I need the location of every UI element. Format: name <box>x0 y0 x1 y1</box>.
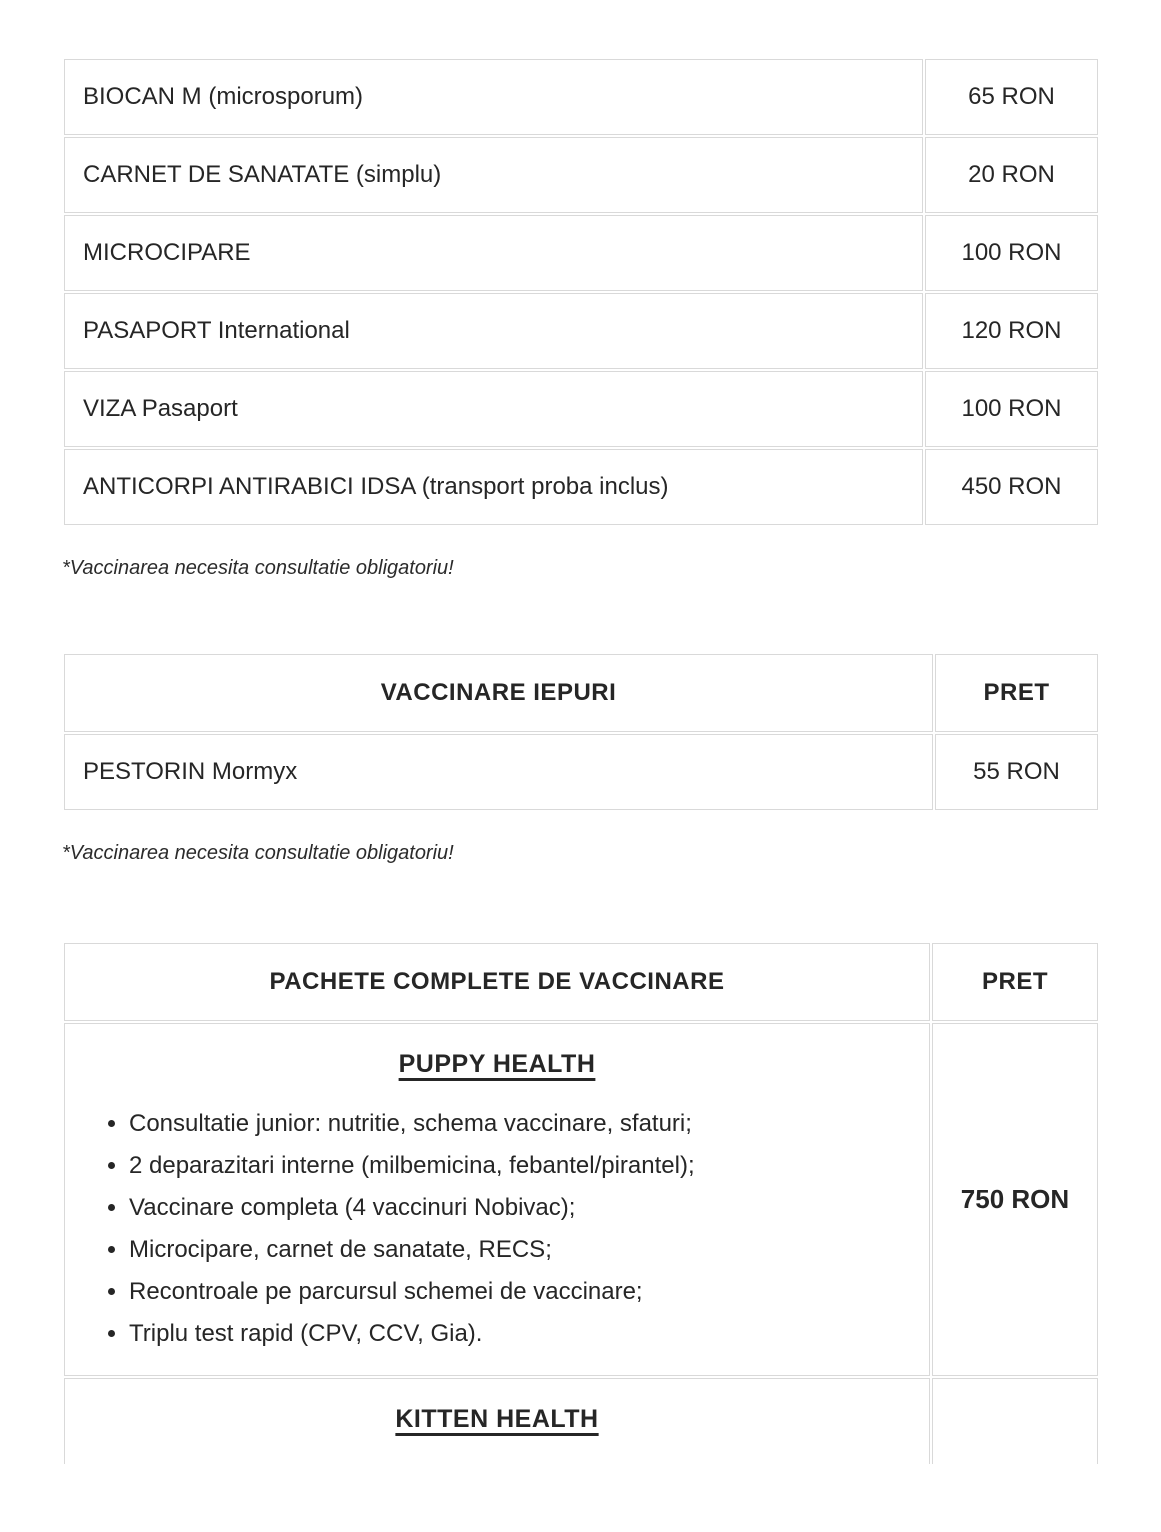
list-item: Vaccinare completa (4 vaccinuri Nobivac)… <box>129 1187 909 1229</box>
service-name: ANTICORPI ANTIRABICI IDSA (transport pro… <box>64 449 923 525</box>
price-column-header: PRET <box>935 654 1098 732</box>
vaccination-note: *Vaccinarea necesita consultatie obligat… <box>62 842 454 864</box>
table-header-row: VACCINARE IEPURI PRET <box>64 654 1098 732</box>
kitten-health-title: KITTEN HEALTH <box>395 1405 599 1433</box>
table-row: PESTORIN Mormyx 55 RON <box>64 734 1098 810</box>
list-item: 2 deparazitari interne (milbemicina, feb… <box>129 1145 909 1187</box>
service-price: 55 RON <box>935 734 1098 810</box>
service-price: 65 RON <box>925 59 1098 135</box>
service-price: 100 RON <box>925 215 1098 291</box>
kitten-health-package: KITTEN HEALTH <box>64 1378 930 1464</box>
service-name: PESTORIN Mormyx <box>64 734 933 810</box>
service-name: PASAPORT International <box>64 293 923 369</box>
table-header-row: PACHETE COMPLETE DE VACCINARE PRET <box>64 943 1098 1021</box>
list-item: Consultatie junior: nutritie, schema vac… <box>129 1103 909 1145</box>
puppy-health-items: Consultatie junior: nutritie, schema vac… <box>85 1103 909 1355</box>
list-item: Triplu test rapid (CPV, CCV, Gia). <box>129 1313 909 1355</box>
service-price: 450 RON <box>925 449 1098 525</box>
kitten-health-row: KITTEN HEALTH <box>64 1378 1098 1464</box>
table-row: CARNET DE SANATATE (simplu) 20 RON <box>64 137 1098 213</box>
table-row: BIOCAN M (microsporum) 65 RON <box>64 59 1098 135</box>
table-row: MICROCIPARE 100 RON <box>64 215 1098 291</box>
list-item: Microcipare, carnet de sanatate, RECS; <box>129 1229 909 1271</box>
packages-table-clip: PACHETE COMPLETE DE VACCINARE PRET PUPPY… <box>62 941 1100 1464</box>
vaccination-packages-table: PACHETE COMPLETE DE VACCINARE PRET PUPPY… <box>62 941 1100 1464</box>
rabbit-table-title: VACCINARE IEPURI <box>64 654 933 732</box>
puppy-health-row: PUPPY HEALTH Consultatie junior: nutriti… <box>64 1023 1098 1376</box>
service-price: 20 RON <box>925 137 1098 213</box>
puppy-health-price: 750 RON <box>932 1023 1098 1376</box>
puppy-health-package: PUPPY HEALTH Consultatie junior: nutriti… <box>64 1023 930 1376</box>
list-item: Recontroale pe parcursul schemei de vacc… <box>129 1271 909 1313</box>
table-row: ANTICORPI ANTIRABICI IDSA (transport pro… <box>64 449 1098 525</box>
service-name: BIOCAN M (microsporum) <box>64 59 923 135</box>
service-name: MICROCIPARE <box>64 215 923 291</box>
table-row: VIZA Pasaport 100 RON <box>64 371 1098 447</box>
vaccination-note: *Vaccinarea necesita consultatie obligat… <box>62 557 454 579</box>
puppy-health-title: PUPPY HEALTH <box>398 1050 596 1078</box>
rabbit-vaccination-table: VACCINARE IEPURI PRET PESTORIN Mormyx 55… <box>62 652 1100 812</box>
service-price: 100 RON <box>925 371 1098 447</box>
kitten-health-price <box>932 1378 1098 1464</box>
service-name: VIZA Pasaport <box>64 371 923 447</box>
price-list-page: BIOCAN M (microsporum) 65 RON CARNET DE … <box>0 0 1161 1464</box>
price-column-header: PRET <box>932 943 1098 1021</box>
service-name: CARNET DE SANATATE (simplu) <box>64 137 923 213</box>
service-price: 120 RON <box>925 293 1098 369</box>
services-price-table: BIOCAN M (microsporum) 65 RON CARNET DE … <box>62 57 1100 527</box>
packages-table-title: PACHETE COMPLETE DE VACCINARE <box>64 943 930 1021</box>
table-row: PASAPORT International 120 RON <box>64 293 1098 369</box>
